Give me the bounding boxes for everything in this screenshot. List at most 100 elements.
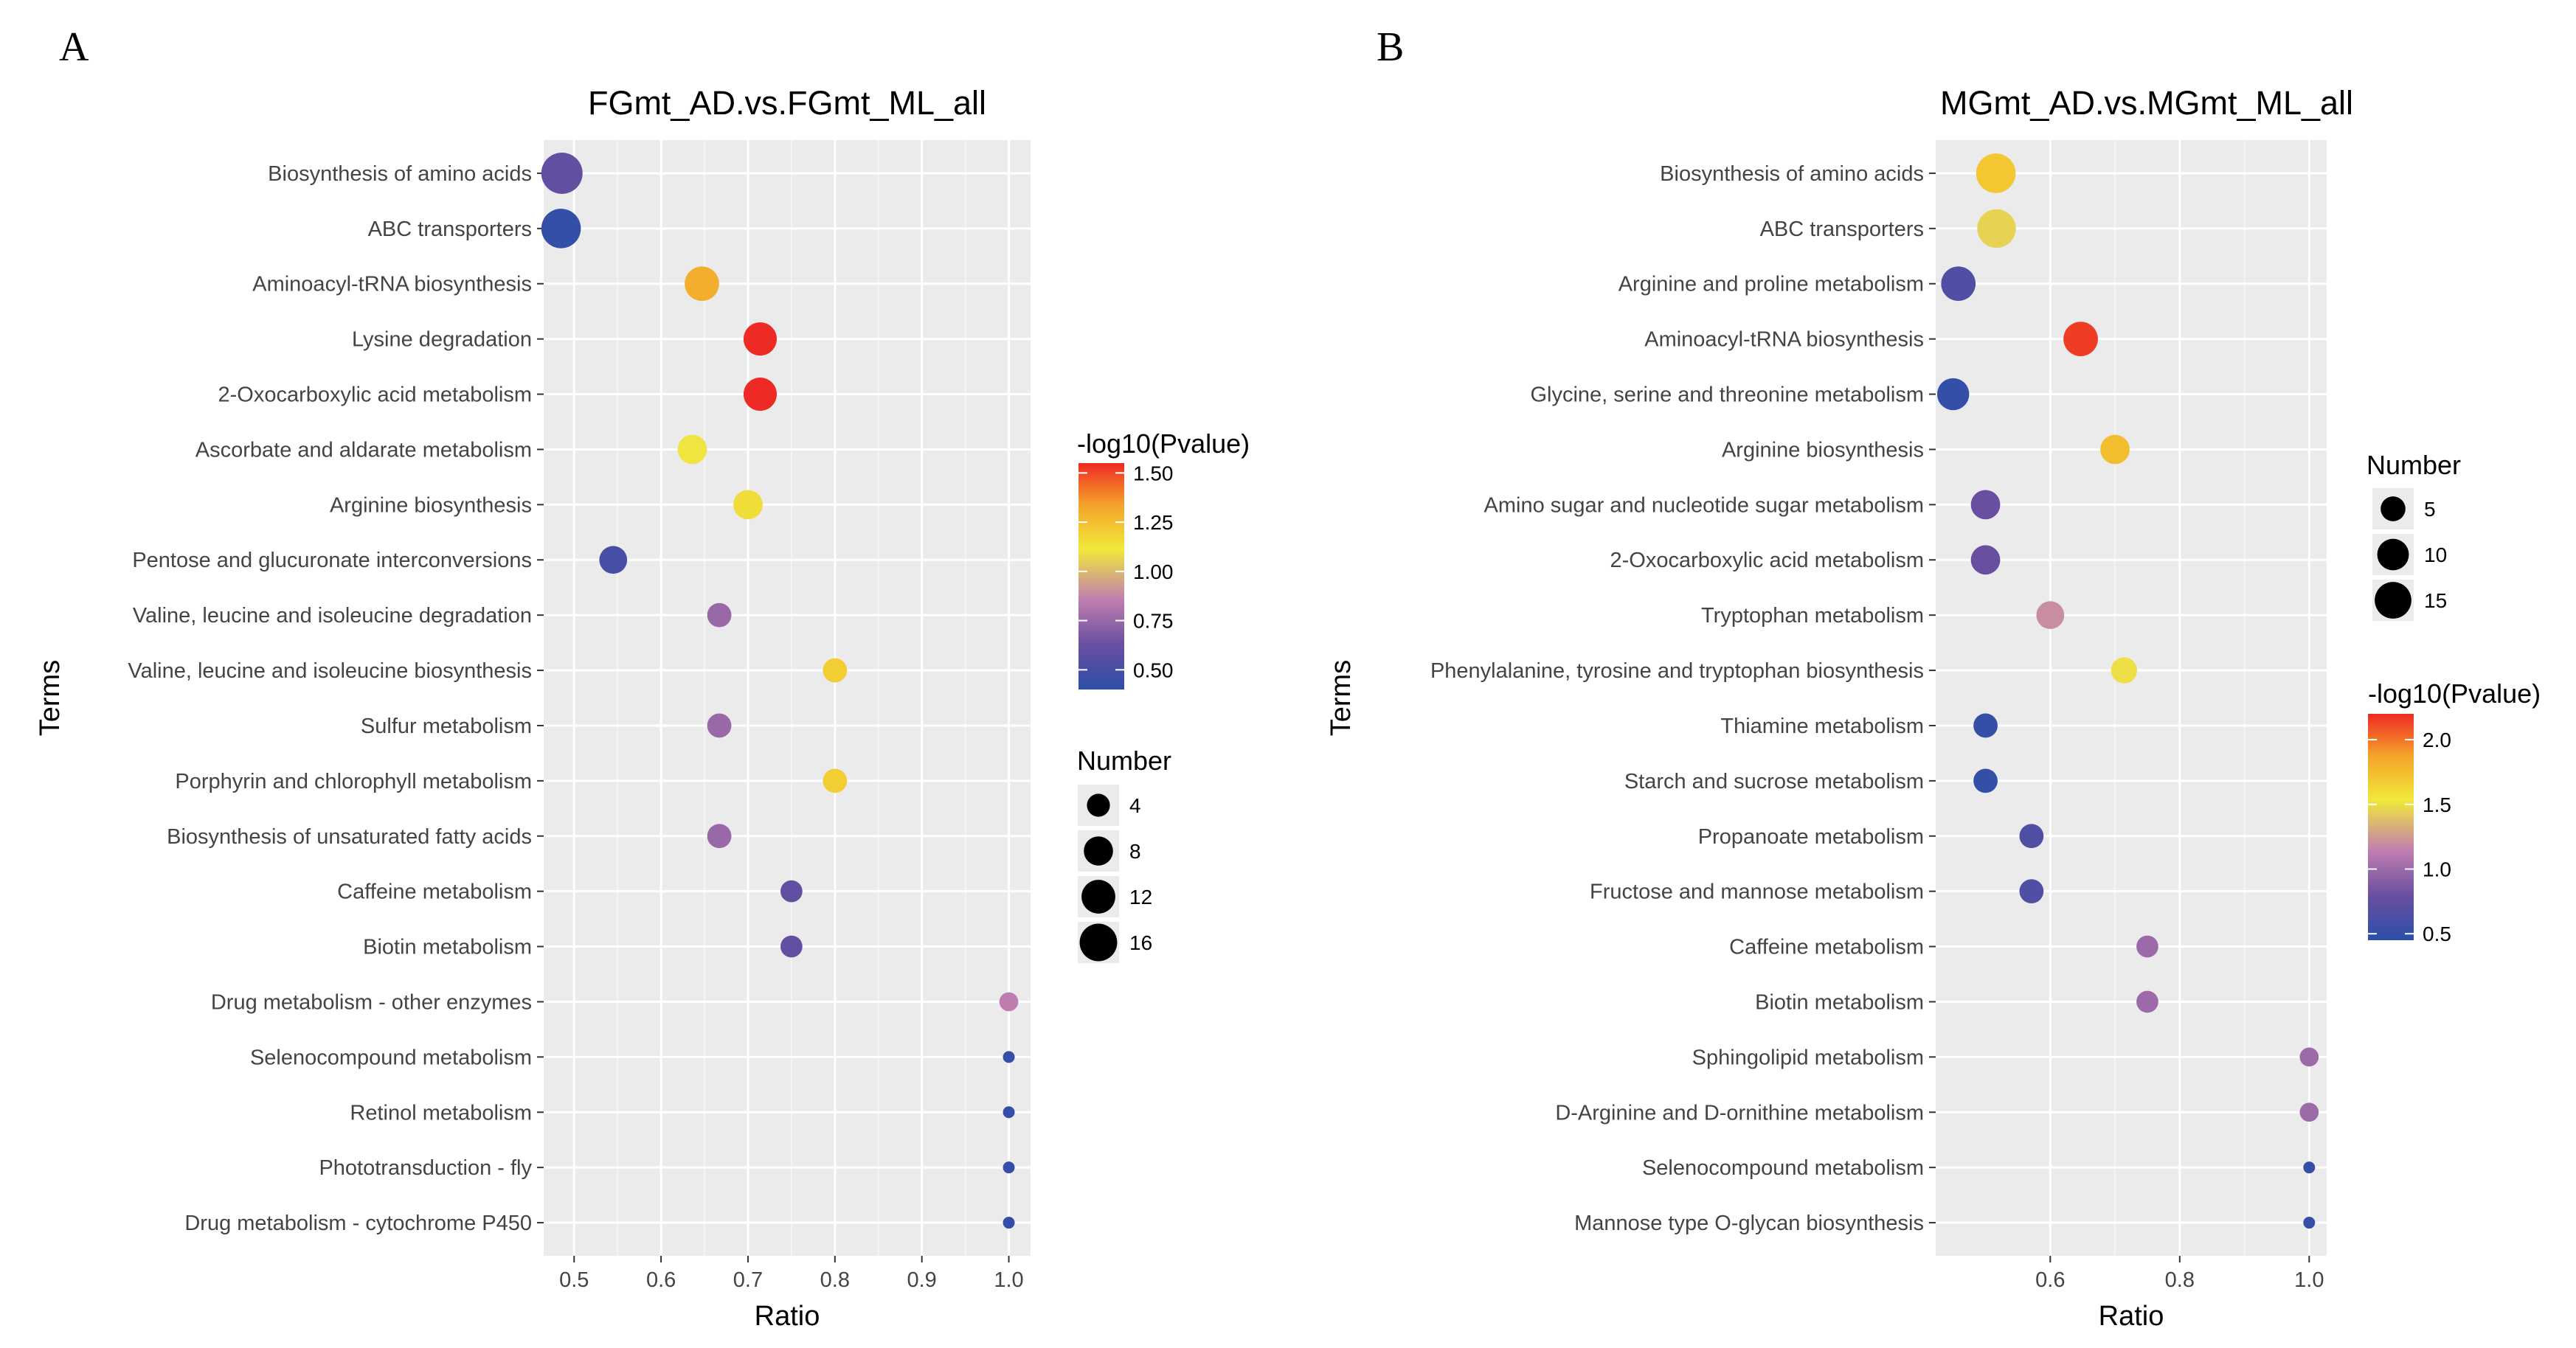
term-label: 2-Oxocarboxylic acid metabolism (1610, 549, 1924, 572)
color-legend-title: -log10(Pvalue) (2368, 678, 2541, 709)
term-label: Sulfur metabolism (361, 715, 532, 738)
size-legend-label: 8 (1129, 840, 1141, 863)
size-legend-label: 15 (2424, 589, 2447, 612)
color-legend-label: 1.0 (2423, 858, 2451, 881)
size-legend-circle (1084, 836, 1113, 866)
data-point (1003, 1217, 1015, 1229)
term-label: Biosynthesis of unsaturated fatty acids (167, 825, 532, 849)
color-legend-label: 0.50 (1133, 659, 1174, 681)
chart-title: FGmt_AD.vs.FGmt_ML_all (588, 84, 986, 122)
x-tick-label: 1.0 (2294, 1268, 2324, 1292)
color-legend-label: 0.75 (1133, 610, 1174, 633)
data-point (1976, 153, 2016, 193)
x-tick-label: 1.0 (994, 1268, 1023, 1292)
data-point (780, 880, 803, 903)
size-legend-circle (2381, 496, 2406, 521)
data-point (2136, 990, 2158, 1013)
term-label: Biotin metabolism (1755, 990, 1924, 1014)
color-legend-label: 0.5 (2423, 923, 2451, 945)
data-point (1970, 490, 2001, 520)
term-label: Selenocompound metabolism (250, 1046, 532, 1069)
color-legend-label: 1.00 (1133, 560, 1174, 583)
term-label: Valine, leucine and isoleucine biosynthe… (128, 659, 532, 683)
panel-letter: B (1377, 24, 1404, 70)
term-label: Caffeine metabolism (337, 880, 532, 904)
data-point (823, 658, 848, 683)
panel-letter: A (59, 24, 89, 70)
data-point (1970, 545, 2001, 575)
term-label: Biosynthesis of amino acids (1660, 162, 1924, 186)
data-point (685, 266, 719, 302)
x-axis-title: Ratio (2099, 1301, 2164, 1332)
data-point (1941, 266, 1976, 302)
size-legend-label: 5 (2424, 498, 2436, 521)
term-label: Drug metabolism - other enzymes (211, 990, 532, 1014)
data-point (707, 602, 732, 628)
x-axis-title: Ratio (755, 1301, 820, 1332)
data-point (2299, 1047, 2319, 1067)
data-point (2111, 657, 2138, 684)
term-label: Sphingolipid metabolism (1692, 1046, 1924, 1069)
data-point (2303, 1217, 2316, 1229)
color-legend-label: 2.0 (2423, 729, 2451, 751)
data-point (2063, 322, 2098, 356)
term-label: ABC transporters (368, 218, 532, 241)
data-point (1977, 209, 2016, 248)
size-legend-title: Number (1077, 746, 1171, 776)
term-label: Propanoate metabolism (1698, 825, 1924, 849)
data-point (2136, 935, 2158, 958)
data-point (599, 546, 628, 574)
x-tick-label: 0.7 (733, 1268, 763, 1292)
term-label: ABC transporters (1760, 218, 1924, 241)
color-legend-bar (2368, 714, 2414, 940)
color-legend-label: 1.25 (1133, 511, 1174, 534)
term-label: Biotin metabolism (363, 936, 532, 959)
panel-b: B MGmt_AD.vs.MGmt_ML_all 0.6 0.8 1.0 Biosynth… (1326, 24, 2541, 1332)
term-label: Biosynthesis of amino acids (268, 162, 532, 186)
color-legend-label: 1.50 (1133, 462, 1174, 484)
size-legend-title: Number (2366, 450, 2461, 480)
term-label: Fructose and mannose metabolism (1590, 880, 1924, 904)
term-label: Pentose and glucuronate interconversions (132, 549, 532, 572)
x-tick-label: 0.6 (2035, 1268, 2065, 1292)
term-label: Amino sugar and nucleotide sugar metabol… (1484, 493, 1924, 517)
term-label: Lysine degradation (352, 328, 532, 352)
data-point (2299, 1102, 2319, 1122)
data-point (743, 322, 778, 356)
data-point (999, 992, 1019, 1012)
color-legend-bar (1078, 463, 1124, 689)
data-point (780, 935, 803, 958)
x-tick-label: 0.8 (2165, 1268, 2195, 1292)
term-label: Drug metabolism - cytochrome P450 (184, 1212, 532, 1235)
term-label: Ascorbate and aldarate metabolism (195, 438, 532, 462)
data-point (707, 824, 732, 849)
term-label: Arginine biosynthesis (1722, 438, 1924, 462)
data-point (733, 490, 763, 520)
size-legend-label: 4 (1129, 794, 1141, 817)
term-label: Tryptophan metabolism (1701, 604, 1924, 628)
data-point (2019, 879, 2044, 904)
term-label: Arginine and proline metabolism (1618, 273, 1924, 296)
term-label: D-Arginine and D-ornithine metabolism (1555, 1101, 1924, 1125)
term-label: Mannose type O-glycan biosynthesis (1574, 1212, 1924, 1235)
x-tick-label: 0.9 (907, 1268, 937, 1292)
term-label: Phenylalanine, tyrosine and tryptophan b… (1430, 659, 1924, 683)
term-label: Valine, leucine and isoleucine degradati… (133, 604, 532, 628)
term-label: Porphyrin and chlorophyll metabolism (175, 770, 532, 793)
size-legend-circle (1081, 880, 1115, 914)
term-label: Phototransduction - fly (319, 1156, 532, 1180)
term-label: Retinol metabolism (350, 1101, 532, 1125)
term-label: Starch and sucrose metabolism (1624, 770, 1924, 793)
size-legend-label: 12 (1129, 886, 1152, 908)
y-axis-title: Terms (1326, 660, 1357, 736)
data-point (1973, 768, 1998, 793)
size-legend-circle (2375, 582, 2411, 619)
data-point (1003, 1106, 1015, 1119)
x-tick-label: 0.8 (820, 1268, 850, 1292)
data-point (1003, 1051, 1015, 1063)
size-legend-label: 16 (1129, 931, 1152, 954)
size-legend-circle (1087, 793, 1110, 817)
size-legend-circle (1079, 923, 1118, 962)
